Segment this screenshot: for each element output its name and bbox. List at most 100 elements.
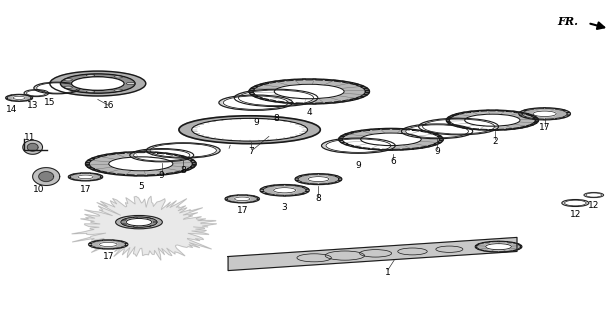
Polygon shape [68, 173, 103, 181]
Text: 6: 6 [390, 157, 395, 166]
Polygon shape [23, 140, 43, 154]
Ellipse shape [86, 91, 95, 93]
Polygon shape [6, 94, 33, 101]
Polygon shape [27, 143, 38, 151]
Ellipse shape [114, 76, 123, 78]
Text: 4: 4 [306, 108, 312, 117]
Polygon shape [24, 90, 49, 97]
Polygon shape [584, 193, 604, 197]
Polygon shape [326, 139, 391, 152]
Polygon shape [33, 168, 60, 186]
Text: 17: 17 [102, 252, 114, 261]
Polygon shape [121, 217, 156, 227]
Polygon shape [126, 219, 152, 226]
Ellipse shape [123, 220, 127, 221]
Text: 13: 13 [27, 101, 38, 110]
Ellipse shape [133, 226, 137, 227]
Polygon shape [485, 244, 511, 250]
Polygon shape [406, 125, 468, 138]
Ellipse shape [123, 223, 127, 225]
Polygon shape [62, 74, 134, 93]
Ellipse shape [147, 225, 151, 226]
Polygon shape [78, 175, 93, 179]
Polygon shape [519, 108, 570, 120]
Polygon shape [192, 118, 307, 141]
Polygon shape [26, 90, 46, 96]
Polygon shape [274, 188, 296, 193]
Polygon shape [308, 177, 329, 181]
Text: 12: 12 [588, 201, 599, 210]
Polygon shape [228, 237, 517, 270]
Polygon shape [295, 174, 342, 185]
Ellipse shape [126, 83, 135, 85]
Polygon shape [249, 79, 370, 104]
Text: 10: 10 [33, 185, 44, 194]
Polygon shape [260, 185, 309, 196]
Ellipse shape [86, 74, 95, 76]
Ellipse shape [153, 221, 157, 223]
Ellipse shape [133, 217, 137, 218]
Polygon shape [464, 114, 520, 126]
Polygon shape [179, 116, 320, 144]
Polygon shape [447, 110, 538, 130]
Polygon shape [130, 148, 193, 162]
Text: 14: 14 [6, 105, 17, 114]
Polygon shape [34, 82, 81, 94]
Polygon shape [402, 124, 472, 139]
Polygon shape [121, 217, 157, 227]
Text: 17: 17 [539, 123, 550, 132]
Polygon shape [274, 84, 344, 99]
Polygon shape [72, 196, 217, 260]
Polygon shape [13, 96, 25, 100]
Text: 17: 17 [237, 206, 248, 215]
Polygon shape [99, 242, 117, 246]
Polygon shape [423, 119, 495, 134]
Text: 9: 9 [355, 161, 361, 170]
Polygon shape [116, 215, 163, 229]
Ellipse shape [64, 86, 73, 88]
Text: 8: 8 [315, 194, 322, 204]
Polygon shape [60, 74, 135, 93]
Text: FR.: FR. [557, 16, 578, 27]
Polygon shape [322, 138, 395, 153]
Polygon shape [224, 96, 288, 109]
Text: 8: 8 [180, 166, 186, 175]
Polygon shape [37, 83, 78, 93]
Ellipse shape [114, 89, 123, 91]
Polygon shape [134, 149, 190, 161]
Text: 12: 12 [570, 210, 581, 219]
Text: 1: 1 [385, 268, 391, 277]
Polygon shape [89, 240, 128, 249]
Text: 2: 2 [493, 137, 498, 146]
Polygon shape [50, 71, 146, 96]
Polygon shape [475, 241, 522, 252]
Ellipse shape [147, 218, 151, 219]
Polygon shape [586, 193, 602, 197]
Text: 8: 8 [273, 114, 279, 123]
Polygon shape [219, 95, 293, 110]
Text: 7: 7 [249, 147, 254, 156]
Polygon shape [564, 200, 586, 206]
Polygon shape [238, 90, 314, 106]
Polygon shape [339, 128, 444, 150]
Text: 9: 9 [434, 147, 440, 156]
Text: 9: 9 [253, 118, 259, 127]
Polygon shape [71, 77, 124, 90]
Text: 3: 3 [282, 203, 288, 212]
Polygon shape [533, 111, 556, 116]
Polygon shape [419, 118, 498, 135]
Text: 5: 5 [138, 182, 144, 191]
Polygon shape [361, 133, 421, 146]
Polygon shape [39, 172, 54, 181]
Text: 15: 15 [44, 98, 55, 107]
Polygon shape [225, 195, 259, 203]
Text: 16: 16 [102, 101, 114, 110]
Polygon shape [234, 89, 318, 107]
Polygon shape [562, 199, 589, 206]
Polygon shape [235, 197, 250, 201]
Polygon shape [86, 152, 196, 176]
Polygon shape [147, 143, 220, 158]
Text: 11: 11 [25, 132, 36, 141]
Polygon shape [109, 157, 173, 171]
Text: 17: 17 [79, 185, 91, 194]
